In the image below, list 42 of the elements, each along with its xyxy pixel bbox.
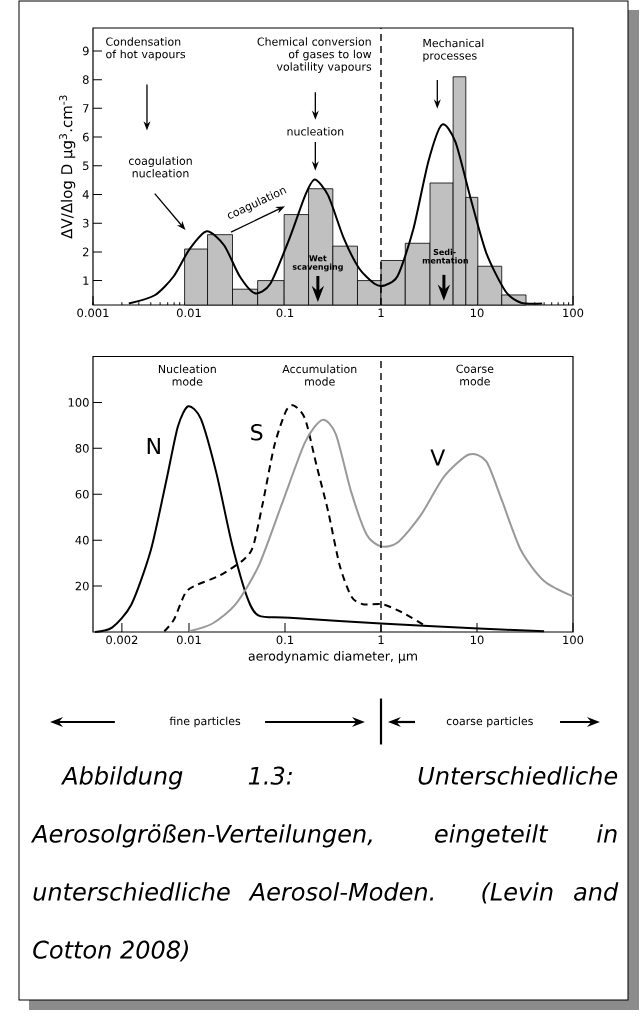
- x-tick-label: 0.1: [276, 308, 294, 318]
- x-tick-label: 0.01: [176, 308, 201, 318]
- annotation: coagulation nucleation: [128, 156, 192, 178]
- text: fine particles: [169, 716, 241, 728]
- y-tick-label: 40: [75, 535, 89, 545]
- annotation: Condensation of hot vapours: [106, 37, 186, 61]
- x-tick-label: 0.01: [176, 635, 201, 645]
- y-tick-label: 2: [82, 247, 89, 257]
- y-tick-label: 8: [82, 75, 89, 84]
- y-axis-title: ΔV/Δlog D µg$^{3}$.cm$^{-3}$: [59, 95, 76, 239]
- y-tick-label: 9: [82, 46, 89, 56]
- y-tick-label: 6: [82, 132, 89, 142]
- x-tick-label: 10: [470, 308, 484, 318]
- series-label: S: [251, 423, 263, 441]
- series-label: V: [430, 449, 446, 466]
- x-tick-label: 100: [563, 308, 584, 318]
- annotation: Chemical conversion of gases to low volatility vapours: [257, 37, 372, 73]
- x-axis-title: aerodynamic diameter, µm: [248, 651, 417, 664]
- y-tick-label: 7: [83, 104, 89, 113]
- annotation: Mechanical processes: [423, 38, 484, 62]
- x-tick-label: 0.1: [276, 635, 294, 645]
- x-tick-label: 100: [563, 635, 584, 645]
- x-tick-label: 0.001: [77, 308, 109, 318]
- y-tick-label: 20: [75, 581, 89, 591]
- y-tick-label: 3: [83, 218, 89, 228]
- annotation: Accumulation mode: [282, 364, 357, 386]
- annotation: nucleation: [287, 127, 344, 136]
- annotation: Nucleation mode: [158, 364, 216, 386]
- y-tick-label: 80: [75, 443, 89, 453]
- y-tick-label: 5: [83, 161, 89, 171]
- y-tick-label: 1: [83, 276, 89, 285]
- x-tick-label: 1: [378, 308, 384, 317]
- y-tick-label: 100: [68, 398, 89, 407]
- text: coarse particles: [446, 716, 533, 728]
- y-tick-label: 4: [82, 190, 89, 199]
- x-tick-label: 0.002: [106, 635, 138, 645]
- annotation: Coarse mode: [456, 364, 494, 386]
- x-tick-label: 10: [470, 635, 484, 645]
- x-tick-label: 1: [378, 635, 384, 644]
- text: Abbildung 1.3: Unterschiedliche Aerosolgrößen-Verteilungen, eingeteilt in unterschiedliche Aerosol-Moden. (Levin and Cotton 2008): [30, 766, 619, 962]
- y-tick-label: 60: [75, 489, 89, 499]
- legend-label: N: [147, 438, 160, 455]
